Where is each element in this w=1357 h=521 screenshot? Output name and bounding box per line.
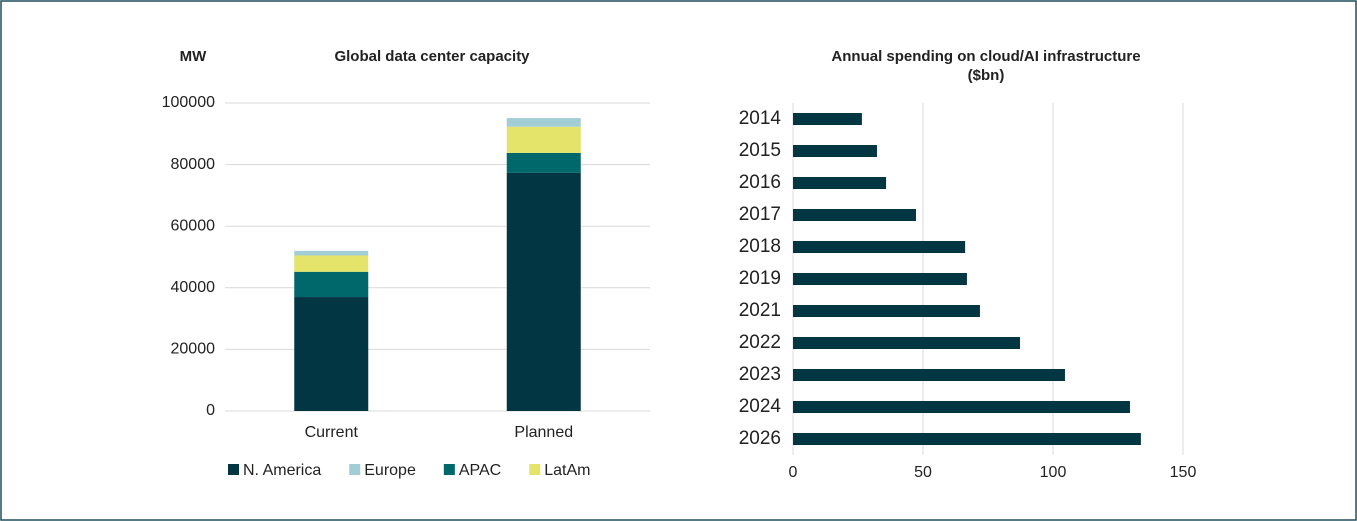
legend-label: LatAm (544, 462, 590, 479)
y-tick-label: 2021 (739, 300, 781, 321)
bar-segment (506, 118, 581, 127)
x-tick-label: 150 (1170, 464, 1197, 481)
y-tick-label: 2026 (739, 428, 781, 449)
y-tick-label: 2023 (739, 364, 781, 385)
bar-segment (294, 250, 369, 256)
y-tick-label: 2016 (739, 172, 781, 193)
legend-label: APAC (459, 462, 501, 479)
bar (793, 401, 1130, 413)
bar-segment (294, 297, 369, 411)
bar (793, 305, 980, 317)
bar (793, 241, 966, 253)
bar-segment (294, 271, 369, 298)
y-tick-label: 2022 (739, 332, 781, 353)
y-tick-label: 2018 (739, 236, 781, 257)
bar (793, 433, 1141, 445)
bar (793, 113, 862, 125)
legend-swatch (228, 464, 239, 475)
legend-swatch (529, 464, 541, 475)
x-tick-label: Planned (514, 424, 573, 441)
x-tick-label: 0 (789, 464, 798, 481)
bar (793, 337, 1020, 349)
y-tick-label: 2017 (739, 204, 781, 225)
y-tick-label: 40000 (171, 279, 216, 296)
legend-swatch (443, 464, 455, 475)
x-tick-label: 50 (914, 464, 932, 481)
chart-title: Global data center capacity (334, 48, 530, 65)
legend-label: Europe (364, 462, 416, 479)
legend-swatch (349, 464, 361, 475)
bar-segment (506, 126, 581, 153)
bar (793, 273, 967, 285)
chart-title: ($bn) (968, 67, 1005, 84)
bar (793, 145, 877, 157)
bar-segment (506, 172, 581, 411)
bar (793, 369, 1065, 381)
x-tick-label: 100 (1040, 464, 1067, 481)
legend-label: N. America (243, 462, 321, 479)
bar (793, 209, 916, 221)
y-tick-label: 20000 (171, 341, 216, 358)
x-tick-label: Current (305, 424, 359, 441)
y-tick-label: 2015 (739, 140, 781, 161)
y-tick-label: 2014 (739, 108, 782, 129)
chart-title: Annual spending on cloud/AI infrastructu… (831, 48, 1140, 65)
bar-segment (294, 255, 369, 272)
bar-segment (506, 152, 581, 173)
y-axis-label: MW (180, 48, 207, 65)
y-tick-label: 2024 (739, 396, 782, 417)
y-tick-label: 80000 (171, 156, 216, 173)
y-tick-label: 2019 (739, 268, 781, 289)
y-tick-label: 100000 (162, 94, 215, 111)
y-tick-label: 60000 (171, 217, 216, 234)
y-tick-label: 0 (206, 402, 215, 419)
bar (793, 177, 887, 189)
